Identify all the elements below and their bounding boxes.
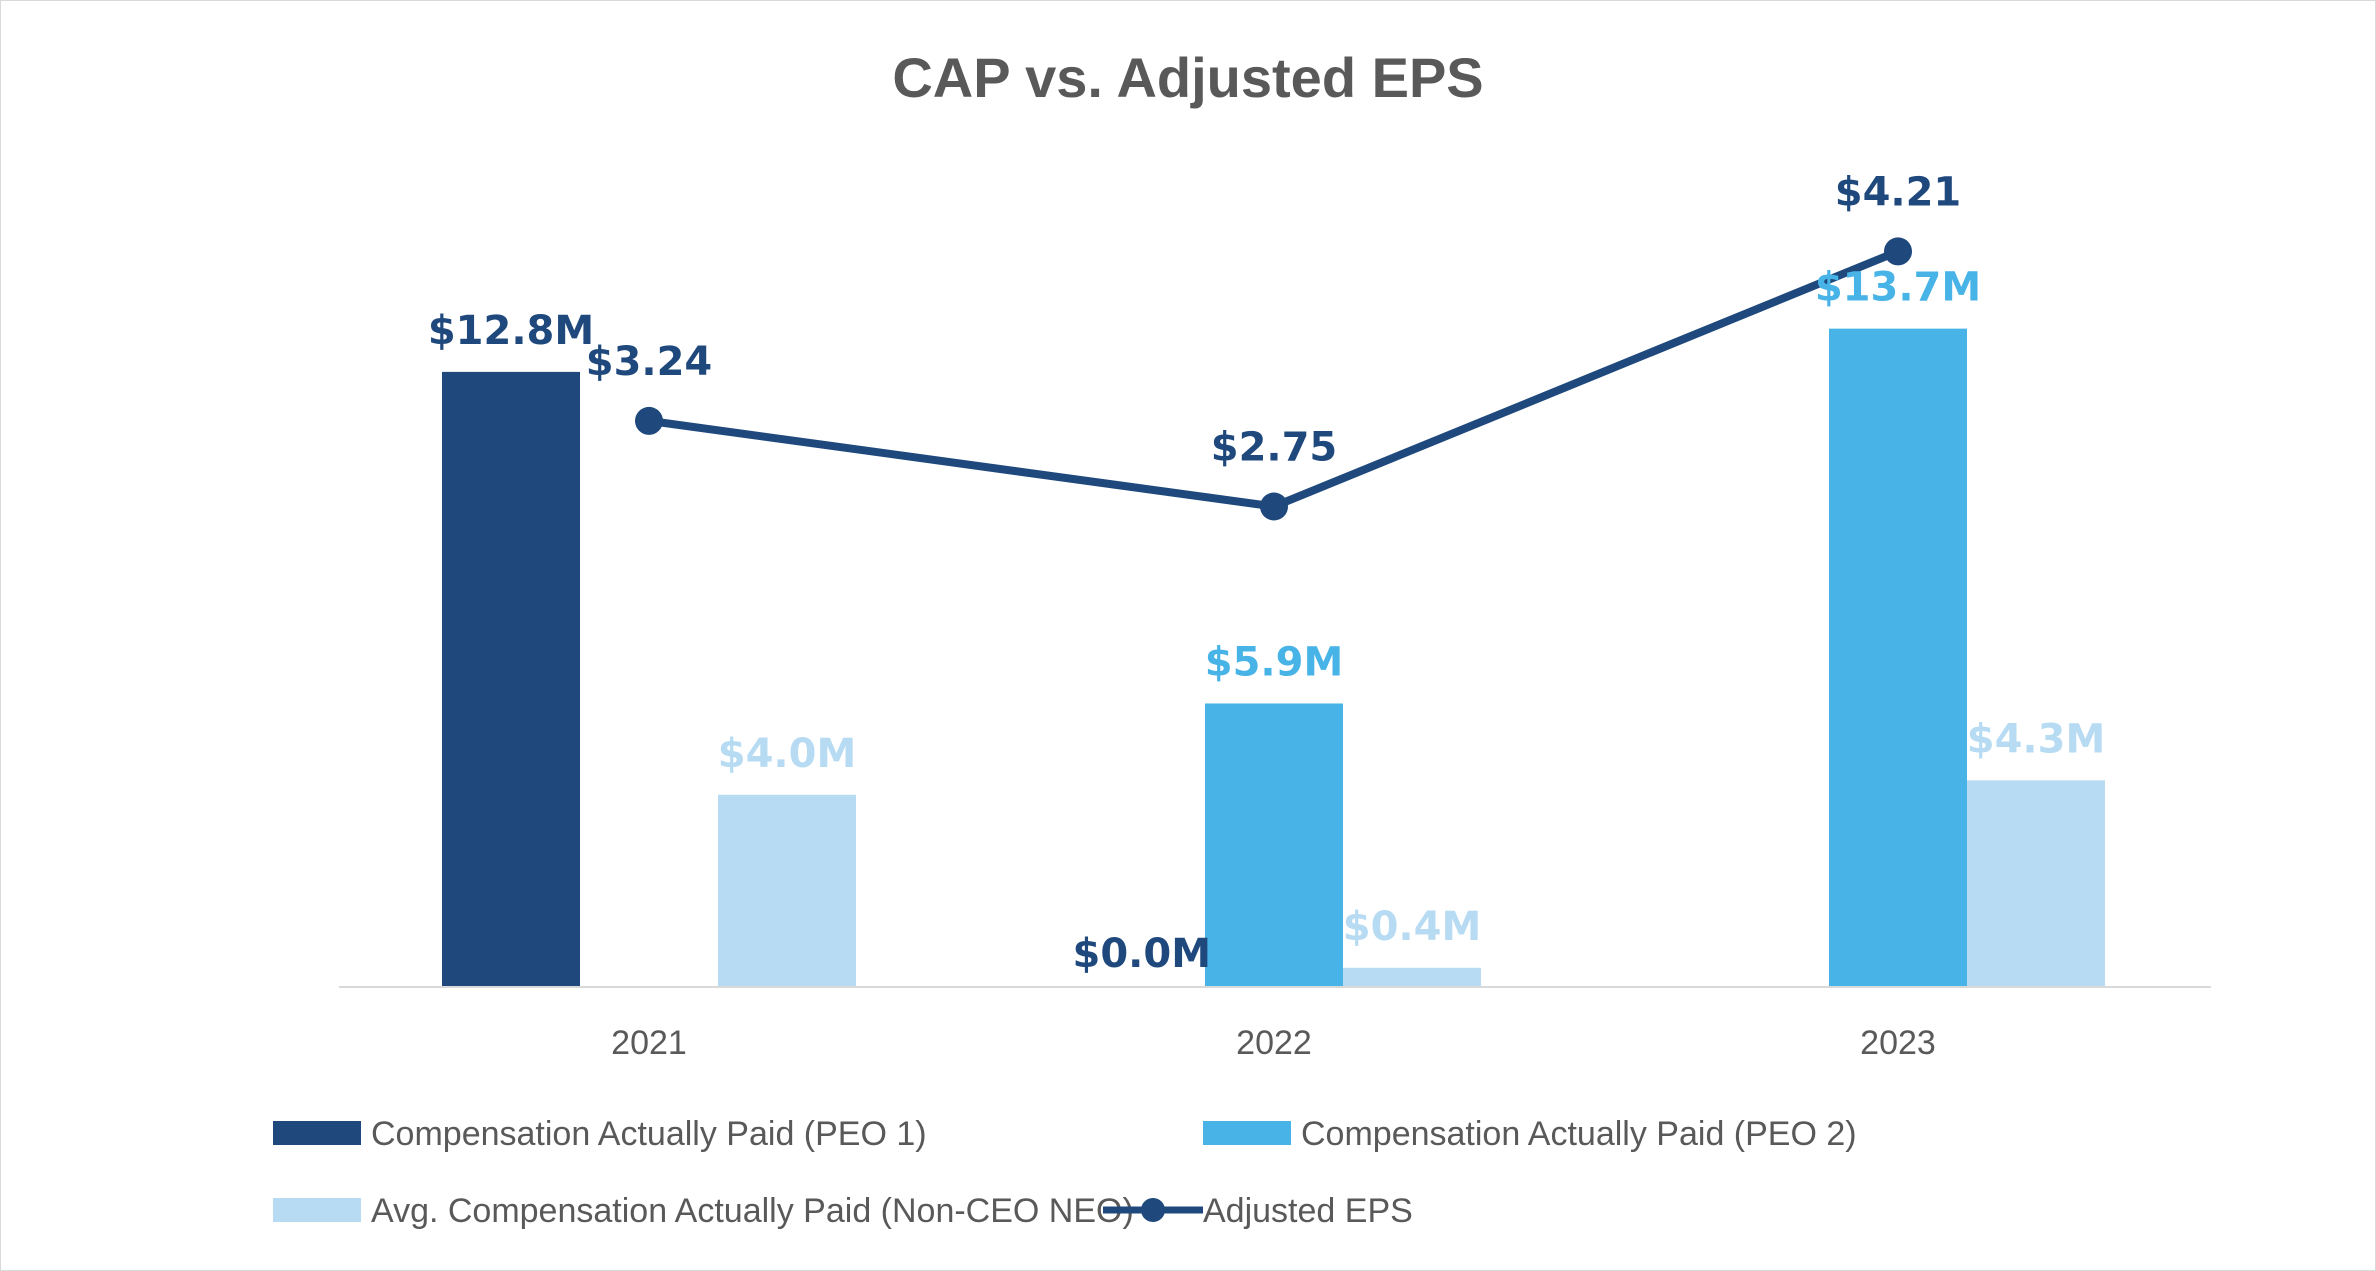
chart-title: CAP vs. Adjusted EPS [892, 46, 1483, 109]
legend: Compensation Actually Paid (PEO 1) Compen… [273, 1115, 1857, 1230]
eps-marker-2021 [635, 406, 663, 435]
bar-1-2023 [1829, 328, 1967, 987]
eps-line-layer [635, 237, 1912, 521]
bar-label-2-2022: $0.4M [1343, 904, 1482, 950]
legend-item-1: Compensation Actually Paid (PEO 2) [1203, 1115, 1857, 1153]
legend-item-3: Adjusted EPS [1103, 1192, 1413, 1230]
legend-swatch-marker [1141, 1198, 1165, 1222]
bar-1-2022 [1205, 703, 1343, 987]
x-tick-label-2021: 2021 [611, 1024, 687, 1062]
x-tick-label-2022: 2022 [1236, 1024, 1312, 1062]
legend-swatch-2 [273, 1198, 361, 1222]
legend-item-2: Avg. Compensation Actually Paid (Non-CEO… [273, 1192, 1134, 1230]
eps-label-2021: $3.24 [586, 339, 713, 385]
eps-label-2022: $2.75 [1211, 425, 1338, 471]
bar-2-2021 [718, 794, 856, 987]
bar-label-1-2022: $5.9M [1205, 639, 1344, 685]
legend-label-0: Compensation Actually Paid (PEO 1) [371, 1115, 927, 1153]
bar-label-0-2022: $0.0M [1073, 931, 1212, 977]
bar-label-1-2023: $13.7M [1815, 265, 1981, 311]
bar-0-2021 [442, 371, 580, 987]
eps-label-2023: $4.21 [1835, 169, 1962, 215]
x-tick-label-2023: 2023 [1860, 1024, 1936, 1062]
bar-label-0-2021: $12.8M [428, 308, 594, 354]
bars-layer [442, 328, 2105, 987]
bar-2-2022 [1343, 967, 1481, 987]
legend-label-3: Adjusted EPS [1203, 1192, 1413, 1230]
bar-2-2023 [1967, 780, 2105, 987]
bar-label-2-2021: $4.0M [718, 731, 857, 777]
eps-marker-2022 [1260, 492, 1288, 521]
legend-swatch-1 [1203, 1121, 1291, 1145]
legend-item-0: Compensation Actually Paid (PEO 1) [273, 1115, 927, 1153]
eps-marker-2023 [1884, 237, 1912, 266]
legend-swatch-0 [273, 1121, 361, 1145]
bar-label-2-2023: $4.3M [1967, 716, 2106, 762]
legend-label-1: Compensation Actually Paid (PEO 2) [1301, 1115, 1857, 1153]
data-labels-layer: $12.8M $0.0M $5.9M $13.7M $4.0M $0.4M $4.3M $3.… [428, 169, 2105, 977]
legend-label-2: Avg. Compensation Actually Paid (Non-CEO… [371, 1192, 1134, 1230]
x-tick-labels: 2021 2022 2023 [611, 1024, 1936, 1062]
